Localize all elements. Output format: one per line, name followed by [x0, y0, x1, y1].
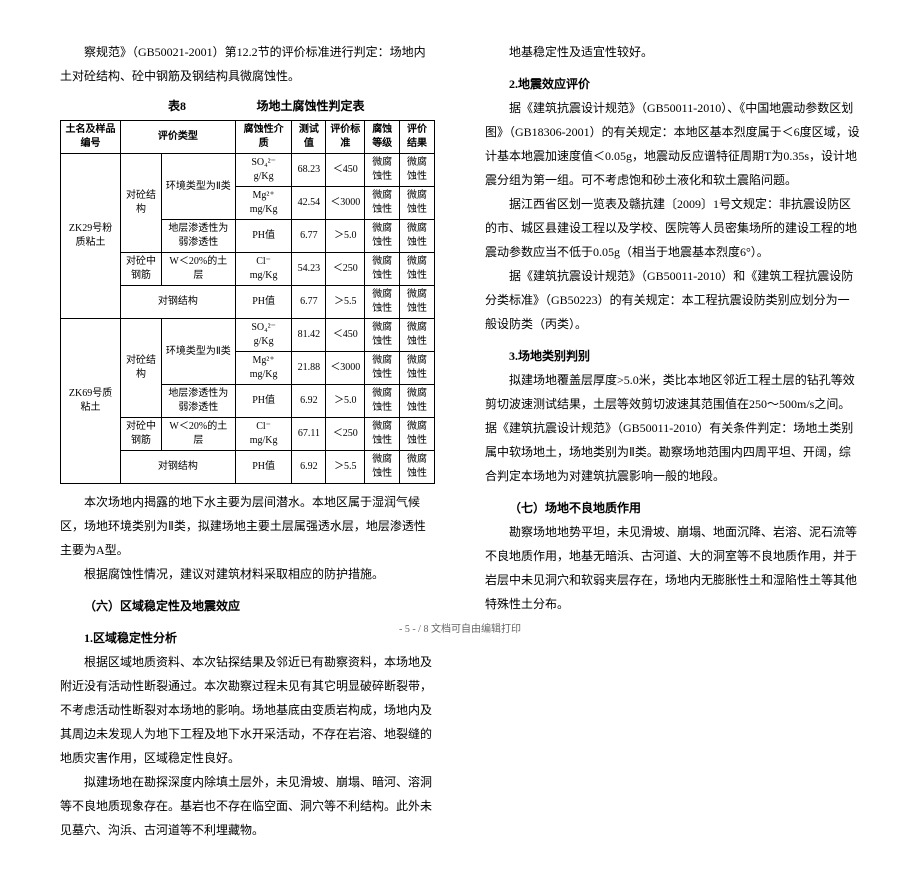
corrosion-table: 土名及样品编号 评价类型 腐蚀性介质 测试值 评价标准 腐蚀等级 评价结果 ZK…	[60, 120, 435, 484]
table-header-row: 土名及样品编号 评价类型 腐蚀性介质 测试值 评价标准 腐蚀等级 评价结果	[61, 121, 435, 154]
table-title: 场地土腐蚀性判定表	[186, 94, 435, 118]
table-label: 表8	[60, 94, 186, 118]
th-2: 腐蚀性介质	[235, 121, 292, 154]
th-1: 评价类型	[121, 121, 236, 154]
para: 根据腐蚀性情况，建议对建筑材料采取相应的防护措施。	[60, 562, 435, 586]
para: 勘察场地地势平坦，未见滑坡、崩塌、地面沉降、岩溶、泥石流等不良地质作用，地基无暗…	[485, 520, 860, 616]
left-column: 察规范》（GB50021-2001）第12.2节的评价标准进行判定：场地内土对砼…	[60, 40, 435, 842]
para: 拟建场地在勘探深度内除填土层外，未见滑坡、崩塌、暗河、溶洞等不良地质现象存在。基…	[60, 770, 435, 842]
th-3: 测试值	[292, 121, 326, 154]
th-4: 评价标准	[326, 121, 365, 154]
para: 据《建筑抗震设计规范》（GB50011-2010）和《建筑工程抗震设防分类标准》…	[485, 264, 860, 336]
para: 据《建筑抗震设计规范》（GB50011-2010）、《中国地震动参数区划图》（G…	[485, 96, 860, 192]
page-footer: - 5 - / 8 文档可自由编辑打印	[0, 620, 920, 635]
th-0: 土名及样品编号	[61, 121, 121, 154]
th-6: 评价结果	[400, 121, 435, 154]
para: 根据区域地质资料、本次钻探结果及邻近已有勘察资料，本场地及附近没有活动性断裂通过…	[60, 650, 435, 770]
para: 地基稳定性及适宜性较好。	[485, 40, 860, 64]
para: 据江西省区划一览表及赣抗建〔2009〕1号文规定：非抗震设防区的市、城区县建设工…	[485, 192, 860, 264]
table-row: ZK69号质粘土 对砼结构 环境类型为Ⅱ类 SO₄²⁻ g/Kg 81.42 ＜…	[61, 319, 435, 352]
table-row: ZK29号粉质粘土 对砼结构 环境类型为Ⅱ类 SO₄²⁻ g/Kg 68.23 …	[61, 154, 435, 187]
intro-text: 察规范》（GB50021-2001）第12.2节的评价标准进行判定：场地内土对砼…	[60, 40, 435, 88]
heading-7: （七）场地不良地质作用	[485, 496, 860, 520]
heading-6: （六）区域稳定性及地震效应	[60, 594, 435, 618]
heading-2: 2.地震效应评价	[485, 72, 860, 96]
right-column: 地基稳定性及适宜性较好。 2.地震效应评价 据《建筑抗震设计规范》（GB5001…	[485, 40, 860, 842]
para: 拟建场地覆盖层厚度>5.0米，类比本地区邻近工程土层的钻孔等效剪切波速测试结果，…	[485, 368, 860, 488]
heading-3: 3.场地类别判别	[485, 344, 860, 368]
th-5: 腐蚀等级	[365, 121, 400, 154]
table-caption: 表8 场地土腐蚀性判定表	[60, 94, 435, 118]
para: 本次场地内揭露的地下水主要为层间潜水。本地区属于湿润气候区，场地环境类别为Ⅱ类，…	[60, 490, 435, 562]
